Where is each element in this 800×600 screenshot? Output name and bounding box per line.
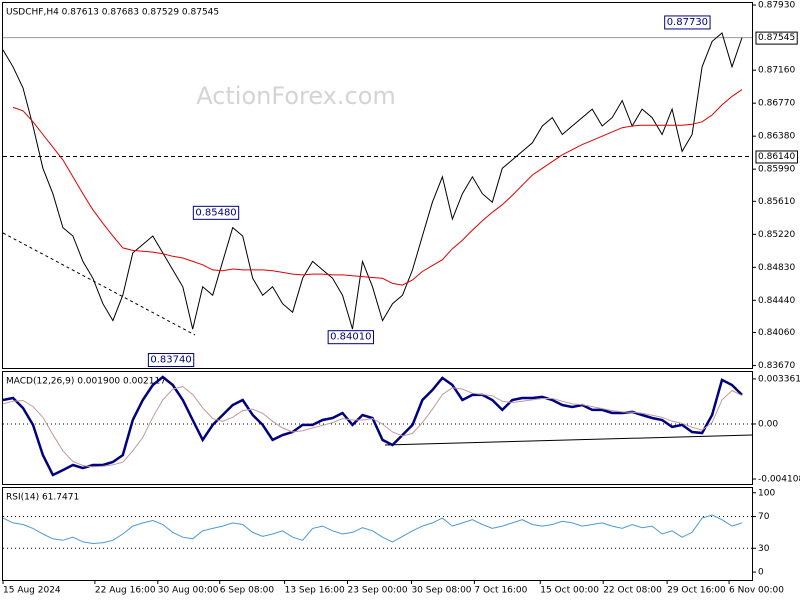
panel-title: USDCHF,H4 0.87613 0.87683 0.87529 0.8754…: [6, 8, 219, 18]
y-tick-label: 0.85990: [758, 165, 795, 175]
price-annotation: 0.87730: [667, 17, 708, 28]
y-tick-label: 0: [758, 568, 764, 578]
x-tick-label: 22 Aug 16:00: [95, 586, 156, 596]
x-tick-label: 29 Oct 16:00: [667, 586, 726, 596]
y-tick-label: 0.85220: [758, 230, 795, 240]
level-label: 0.87545: [758, 33, 795, 43]
y-tick-label: 0.85610: [758, 197, 795, 207]
y-tick-label: 0.84440: [758, 296, 795, 306]
price-panel: [2, 2, 753, 369]
y-tick-label: 0.84830: [758, 263, 795, 273]
x-tick-label: 23 Sep 00:00: [348, 586, 408, 596]
y-tick-label: 70: [758, 512, 770, 522]
price-annotation: 0.84010: [330, 332, 371, 343]
macd-trend-line: [384, 434, 753, 446]
x-tick-label: 15 Aug 2024: [3, 586, 61, 596]
macd-panel: [2, 371, 753, 485]
y-tick-label: 0.84060: [758, 328, 795, 338]
label-box: [755, 31, 798, 45]
panel-title: RSI(14) 61.7471: [6, 493, 79, 503]
y-tick-label: 0.86380: [758, 132, 795, 142]
y-tick-label: 100: [758, 488, 775, 498]
price-annotation: 0.83740: [150, 355, 191, 366]
y-tick-label: 0.87930: [758, 1, 795, 11]
price-annotation: 0.85480: [195, 207, 236, 218]
y-tick-label: 30: [758, 544, 770, 554]
label-box: [147, 353, 195, 368]
x-tick-label: 13 Sep 16:00: [285, 586, 345, 596]
level-label: 0.86140: [758, 152, 795, 162]
x-tick-label: 6 Sep 08:00: [220, 586, 275, 596]
series-line: [2, 32, 743, 330]
label-box: [192, 205, 240, 220]
y-tick-label: 0.86770: [758, 99, 795, 109]
x-tick-label: 30 Sep 08:00: [411, 586, 471, 596]
y-tick-label: 0.87160: [758, 66, 795, 76]
watermark: ActionForex.com: [196, 82, 396, 110]
y-tick-label: 0.83670: [758, 361, 795, 371]
series-line: [12, 89, 743, 286]
y-tick-label: -0.004108: [758, 475, 800, 485]
rsi-panel: [2, 487, 753, 581]
series-line: [2, 375, 743, 477]
trend-line: [2, 232, 196, 336]
x-tick-label: 22 Oct 08:00: [603, 586, 662, 596]
x-tick-label: 6 Nov 00:00: [729, 586, 784, 596]
x-tick-label: 7 Oct 16:00: [474, 586, 527, 596]
x-tick-label: 15 Oct 00:00: [540, 586, 599, 596]
label-box: [664, 15, 711, 30]
y-tick-label: 0.003361: [758, 374, 800, 384]
series-line: [2, 385, 743, 468]
series-line: [2, 514, 743, 545]
label-box: [755, 150, 798, 164]
x-tick-label: 30 Aug 00:00: [158, 586, 219, 596]
y-tick-label: 0.00: [758, 419, 778, 429]
label-box: [327, 330, 375, 345]
panel-title: MACD(12,26,9) 0.001900 0.002117: [6, 377, 166, 387]
